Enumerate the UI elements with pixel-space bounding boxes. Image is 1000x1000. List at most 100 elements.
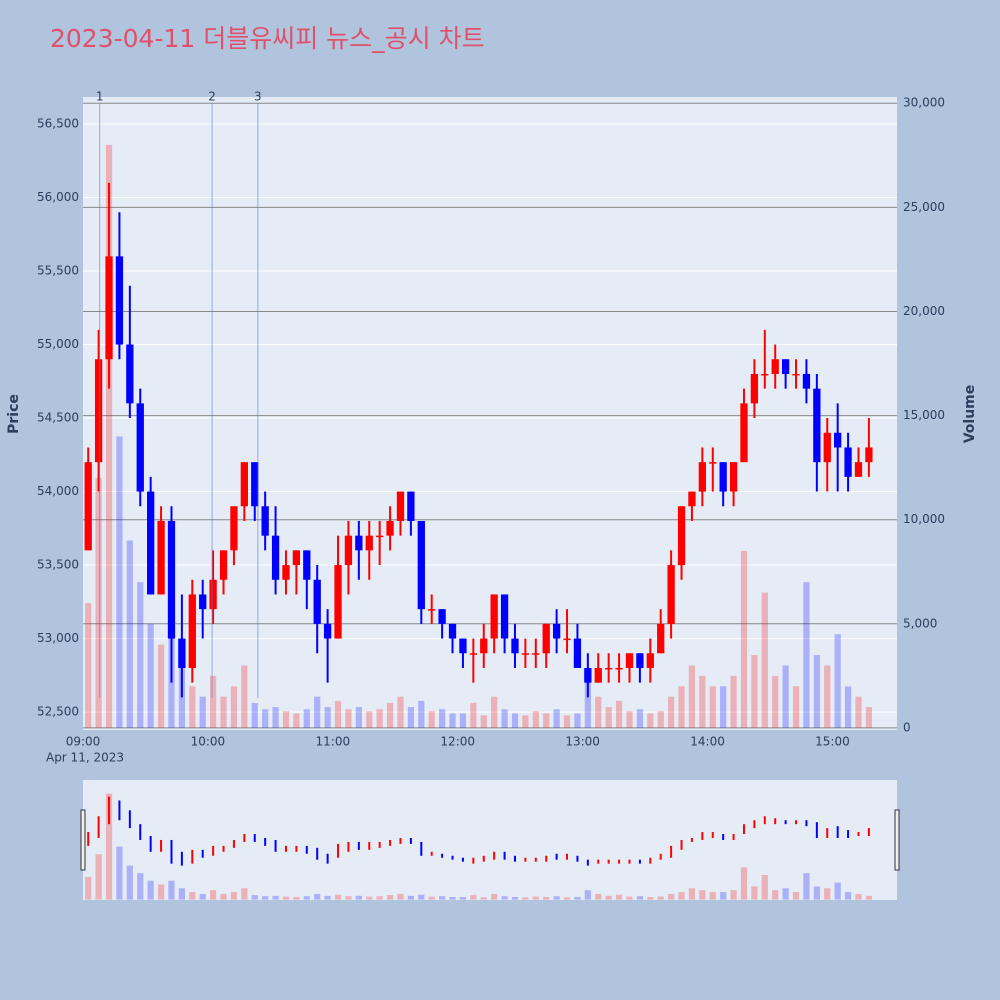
volume-bar bbox=[209, 675, 217, 728]
mini-volume-bar bbox=[511, 896, 519, 900]
candle-body bbox=[500, 594, 509, 639]
candle-body bbox=[251, 462, 259, 507]
candle-body bbox=[178, 638, 186, 668]
volume-bar bbox=[844, 686, 852, 728]
volume-bar bbox=[553, 709, 560, 728]
range-handle-right[interactable] bbox=[894, 809, 900, 871]
chart-title: 2023-04-11 더블유씨피 뉴스_공시 차트 bbox=[50, 24, 485, 53]
volume-bar bbox=[251, 702, 258, 728]
candle-body bbox=[719, 462, 727, 492]
volume-bar bbox=[792, 686, 800, 728]
news-label: 1 bbox=[96, 90, 104, 104]
volume-bar bbox=[220, 696, 227, 728]
candle-body bbox=[542, 623, 550, 654]
candle-body bbox=[428, 609, 436, 611]
mini-volume-bar bbox=[105, 793, 113, 900]
candle-body bbox=[94, 359, 103, 463]
candle-body bbox=[199, 594, 207, 610]
volume-bar bbox=[137, 582, 144, 728]
volume-bar bbox=[543, 713, 550, 728]
mini-volume-bar bbox=[449, 896, 456, 900]
y2-tick-label: 15,000 bbox=[903, 408, 945, 422]
candle-body bbox=[740, 403, 748, 463]
mini-volume-bar bbox=[553, 896, 560, 900]
x-tick-label: 13:00 bbox=[565, 735, 600, 749]
mini-volume-bar bbox=[574, 896, 581, 900]
mini-volume-bar bbox=[740, 867, 748, 900]
candle-body bbox=[823, 432, 831, 463]
candle-body bbox=[230, 506, 238, 551]
candle-body bbox=[594, 667, 602, 683]
volume-bar bbox=[449, 713, 456, 728]
news-label: 2 bbox=[208, 90, 216, 104]
mini-volume-bar bbox=[532, 896, 539, 900]
mini-volume-bar bbox=[345, 896, 352, 900]
mini-volume-bar bbox=[303, 896, 310, 900]
candle-body bbox=[532, 653, 540, 655]
mini-volume-bar bbox=[844, 892, 852, 900]
mini-volume-bar bbox=[209, 890, 217, 900]
candle-body bbox=[636, 653, 644, 668]
mini-volume-bar bbox=[595, 893, 602, 900]
mini-volume-bar bbox=[803, 873, 810, 900]
volume-bar bbox=[418, 700, 425, 728]
candle-body bbox=[292, 550, 301, 566]
volume-bar bbox=[272, 707, 279, 728]
volume-bar bbox=[751, 655, 758, 728]
mini-volume-bar bbox=[189, 892, 196, 900]
mini-volume-bar bbox=[459, 896, 467, 900]
mini-volume-bar bbox=[220, 893, 227, 900]
candle-body bbox=[261, 506, 269, 536]
candle-body bbox=[334, 565, 342, 639]
volume-bar bbox=[293, 713, 300, 728]
y2-tick-label: 30,000 bbox=[903, 96, 945, 110]
volume-bar bbox=[709, 686, 716, 728]
mini-volume-bar bbox=[230, 892, 238, 900]
mini-volume-bar bbox=[85, 876, 92, 900]
mini-volume-bar bbox=[709, 892, 716, 900]
x-tick-label: 14:00 bbox=[690, 735, 725, 749]
mini-volume-bar bbox=[428, 896, 435, 900]
volume-bar bbox=[262, 709, 269, 728]
volume-bar bbox=[761, 592, 768, 728]
mini-volume-bar bbox=[147, 880, 154, 900]
candle-body bbox=[781, 359, 790, 374]
volume-bar bbox=[699, 675, 706, 728]
volume-bar bbox=[584, 675, 591, 728]
volume-bar bbox=[199, 696, 206, 728]
mini-volume-bar bbox=[657, 896, 664, 900]
x-tick-label: 15:00 bbox=[815, 735, 850, 749]
candle-body bbox=[376, 535, 384, 538]
mini-volume-bar bbox=[834, 882, 841, 900]
candle-body bbox=[396, 491, 405, 521]
mini-volume-bar bbox=[376, 896, 383, 900]
volume-bar bbox=[324, 707, 331, 728]
mini-volume-bar bbox=[272, 895, 279, 900]
candle-body bbox=[209, 579, 217, 610]
volume-bar bbox=[834, 634, 841, 728]
candle-body bbox=[834, 432, 842, 448]
volume-bar bbox=[428, 711, 435, 728]
mini-volume-bar bbox=[168, 880, 175, 900]
range-handle-left[interactable] bbox=[80, 809, 86, 871]
range-slider[interactable] bbox=[83, 780, 897, 900]
mini-volume-bar bbox=[241, 888, 248, 900]
volume-bar bbox=[438, 709, 446, 728]
volume-bar bbox=[116, 436, 123, 728]
candle-body bbox=[729, 462, 738, 492]
candle-body bbox=[771, 359, 779, 374]
y2-axis-title: Volume bbox=[962, 385, 978, 444]
candle-body bbox=[365, 535, 373, 551]
candle-body bbox=[188, 594, 196, 668]
candle-body bbox=[552, 623, 561, 639]
candle-body bbox=[521, 653, 530, 655]
candle-body bbox=[355, 535, 363, 551]
candle-body bbox=[459, 638, 467, 654]
mini-volume-bar bbox=[605, 895, 612, 900]
candle-body bbox=[448, 623, 457, 639]
mini-volume-bar bbox=[720, 892, 727, 900]
x-tick-label: 12:00 bbox=[440, 735, 475, 749]
volume-bar bbox=[667, 696, 675, 728]
y-axis-title: Price bbox=[6, 394, 22, 434]
